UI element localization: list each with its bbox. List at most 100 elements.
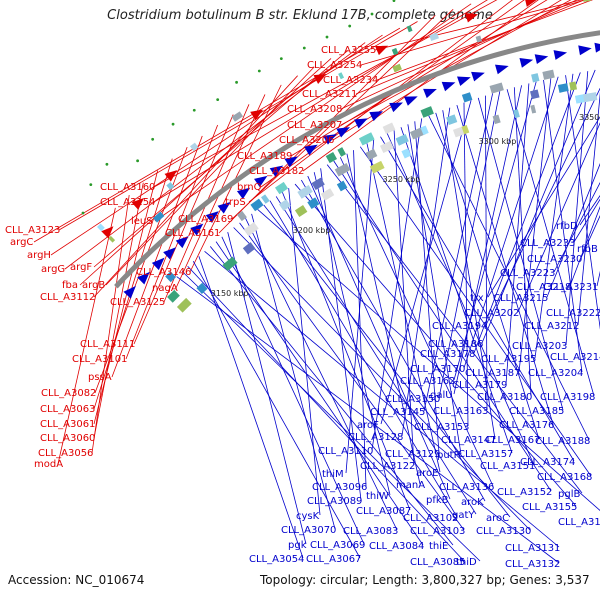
cog-block [365,148,378,161]
forward-gene-arrow [465,12,479,23]
forward-gene-label: pssA [88,372,112,383]
reverse-gene-arrow [304,144,318,156]
reverse-gene-label: CLL_A3194 [432,321,487,332]
forward-callout [153,0,498,188]
reverse-gene-label: CLL_A3170 [410,364,465,375]
accession-text: Accession: NC_010674 [8,573,145,587]
forward-gene-label: CLL_A3111 [80,339,135,350]
reverse-callout [181,271,481,562]
reverse-callout [221,236,365,545]
forward-block [392,63,402,73]
reverse-callout [346,153,421,485]
reverse-gene-label: CLL_A3233 [520,238,575,249]
forward-block [391,47,399,56]
reverse-callout [233,227,531,531]
reverse-gene-arrow [151,257,165,271]
reverse-gene-arrow [441,81,456,92]
reverse-callout [565,75,600,330]
tick-label: 3300 kbp [479,137,517,146]
reverse-callout [518,78,552,373]
forward-gene-label: CLL_A3211 [302,89,357,100]
reverse-gene-arrow [423,88,437,99]
forward-gene-label: CLL_A3154 [100,197,155,208]
reverse-callout [294,183,577,507]
reverse-gene-label: pfkB [426,495,449,506]
cog-block [420,125,429,136]
reverse-gene-arrow [354,118,368,129]
cog-block [489,82,504,94]
reverse-callout [359,146,592,477]
reverse-callout [239,222,465,531]
forward-gene-label: CLL_A3161 [165,228,220,239]
reverse-gene-arrow [471,71,485,82]
reverse-gene-label: aroC [486,513,509,524]
tick-label: 3150 kbp [211,289,249,298]
reverse-gene-label: CLL_A3188 [535,436,590,447]
cog-block [492,114,501,125]
reverse-callout [313,172,391,496]
forward-gene-arrow [164,170,178,182]
reverse-gene-label: CLL_A3128 [348,432,403,443]
reverse-gene-arrow [519,57,534,68]
forward-callout [93,182,144,439]
reverse-gene-label: CLL_A3087 [356,506,411,517]
reverse-callout [573,198,600,243]
reverse-gene-label: CLL_A3186 [428,339,483,350]
reverse-gene-label: CLL_A3195 [481,354,536,365]
reverse-gene-label: CLL_A3179 [452,380,507,391]
reverse-callout [423,93,494,412]
forward-gene-label: CLL_A3063 [40,404,95,415]
reverse-gene-label: CLL_A3187 [465,368,520,379]
forward-gene-label: CLL_A3255 [321,45,376,56]
reverse-gene-label: CLL_A3122 [360,461,415,472]
reverse-gene-label: CLL_A3085 [410,557,465,568]
forward-callout [355,0,586,95]
forward-callout [57,207,116,465]
forward-callout [125,124,218,360]
reverse-gene-label: thiM [322,469,344,480]
reverse-callout [215,241,424,546]
forward-callout [154,3,472,222]
reverse-gene-label: rfbB [577,244,598,255]
reverse-callout [438,91,501,399]
reverse-gene-label: pgk [288,540,307,551]
forward-gene-label: argC [10,237,33,248]
forward-callout [111,135,203,378]
reverse-callout [553,182,600,273]
reverse-callout [257,209,600,511]
reverse-callout [301,179,486,502]
cog-block [307,197,320,210]
forward-gene-label: leuS [131,216,153,227]
forward-gene-label: CLL_A3189 [237,151,292,162]
forward-callout [91,195,130,454]
reverse-gene-label: CLL_A3156 [558,517,600,528]
reverse-callout [407,124,462,455]
reverse-gene-label: CLL_A3222 [546,308,600,319]
cog-block [165,271,177,283]
forward-gene-label: argB [82,280,105,291]
reverse-gene-label: aroF [357,420,379,431]
reverse-gene-label: CLL_A3178 [420,349,475,360]
forward-gene-label: trpS [225,197,246,208]
forward-gene-label: CLL_A3254 [307,60,362,71]
reverse-callout [263,204,511,518]
reverse-gene-label: CLL_A3147 [441,435,496,446]
reverse-callout [275,196,477,515]
reverse-gene-label: gatY [452,510,475,521]
cog-block [382,122,396,135]
reverse-gene-label: galU [430,390,453,401]
reverse-gene-label: pglB [558,489,580,500]
cog-block [294,205,308,218]
gc-dot [348,24,352,28]
reverse-callout [204,251,560,548]
cog-block [236,210,247,222]
reverse-gene-label: thiE [429,541,448,552]
cog-block [242,242,256,255]
forward-gene-arrow [313,74,327,85]
reverse-callout [473,72,581,354]
reverse-gene-arrow [323,134,337,145]
reverse-gene-arrow [403,96,418,106]
cog-block [196,282,208,294]
cog-block [557,83,569,93]
